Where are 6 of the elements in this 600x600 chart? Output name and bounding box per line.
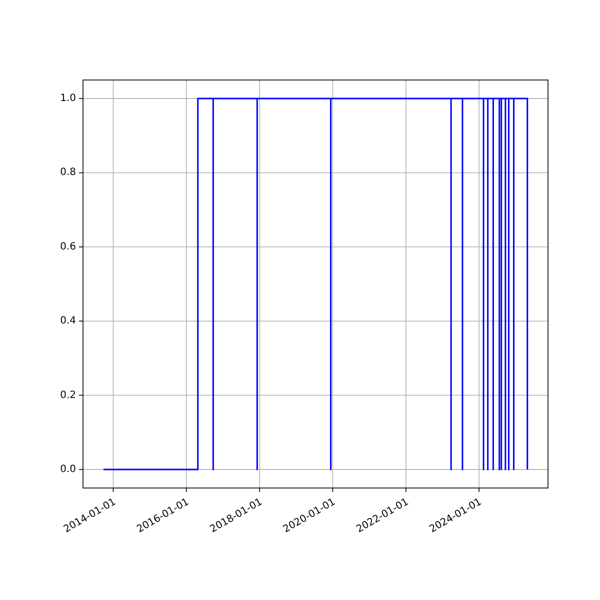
y-tick-label: 1.0 [60,93,76,104]
y-tick-label: 0.8 [60,167,76,178]
y-tick-label: 0.6 [60,241,76,252]
y-tick-label: 0.2 [60,390,76,401]
y-tick-label: 0.0 [60,464,76,475]
y-tick-label: 0.4 [60,316,76,327]
